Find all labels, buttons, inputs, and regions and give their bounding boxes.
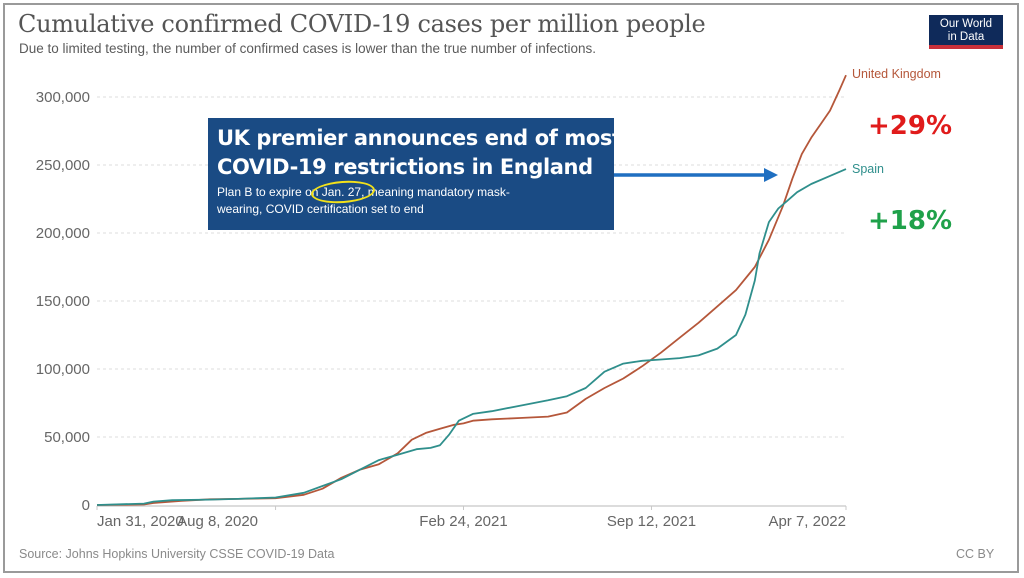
- logo-line-1: Our World: [939, 18, 993, 30]
- y-tick-label: 300,000: [36, 89, 90, 106]
- y-tick-label: 250,000: [36, 157, 90, 174]
- owid-logo[interactable]: Our World in Data: [929, 15, 1003, 49]
- series-line-united-kingdom: [96, 74, 847, 506]
- logo-line-2: in Data: [947, 31, 985, 43]
- source-note[interactable]: Source: Johns Hopkins University CSSE CO…: [19, 547, 335, 561]
- x-tick-label: Aug 8, 2020: [177, 513, 258, 530]
- series-label: Spain: [852, 162, 884, 176]
- callout-highlighted-date: on Jan. 27,: [305, 185, 365, 199]
- chart-title: Cumulative confirmed COVID-19 cases per …: [18, 10, 706, 38]
- y-tick-label: 150,000: [36, 293, 90, 310]
- license-label[interactable]: CC BY: [956, 547, 995, 561]
- chart-frame: [3, 3, 1019, 573]
- y-tick-label: 100,000: [36, 361, 90, 378]
- y-tick-label: 200,000: [36, 225, 90, 242]
- chart-subtitle: Due to limited testing, the number of co…: [19, 41, 597, 56]
- y-axis: 0 50,000 100,000 150,000 200,000 250,000 300,0…: [36, 89, 90, 514]
- spain-change-label: +18%: [868, 206, 952, 236]
- callout-headline-2: COVID-19 restrictions in England: [217, 155, 593, 179]
- callout-body-end: meaning mandatory mask-: [364, 185, 510, 199]
- arrow-icon: [614, 168, 778, 182]
- series-line-spain: [96, 168, 847, 506]
- y-tick-label: 50,000: [44, 429, 90, 446]
- x-tick-label: Sep 12, 2021: [607, 513, 696, 530]
- arrow-head: [764, 168, 778, 182]
- x-tick-label: Apr 7, 2022: [768, 513, 846, 530]
- news-callout: UK premier announces end of most COVID-1…: [208, 118, 622, 230]
- series-label: United Kingdom: [852, 67, 941, 81]
- callout-body: Plan B to expire on Jan. 27, meaning man…: [217, 184, 604, 218]
- uk-change-label: +29%: [868, 111, 952, 141]
- callout-headline-1: UK premier announces end of most: [217, 126, 622, 150]
- y-tick-label: 0: [82, 497, 90, 514]
- series-lines: [96, 74, 847, 506]
- callout-body-start: Plan B to expire: [217, 185, 306, 199]
- x-tick-label: Jan 31, 2020: [97, 513, 184, 530]
- series-labels: United Kingdom Spain: [852, 67, 941, 176]
- x-tick-label: Feb 24, 2021: [419, 513, 507, 530]
- callout-body-line2: wearing, COVID certification set to end: [217, 202, 424, 216]
